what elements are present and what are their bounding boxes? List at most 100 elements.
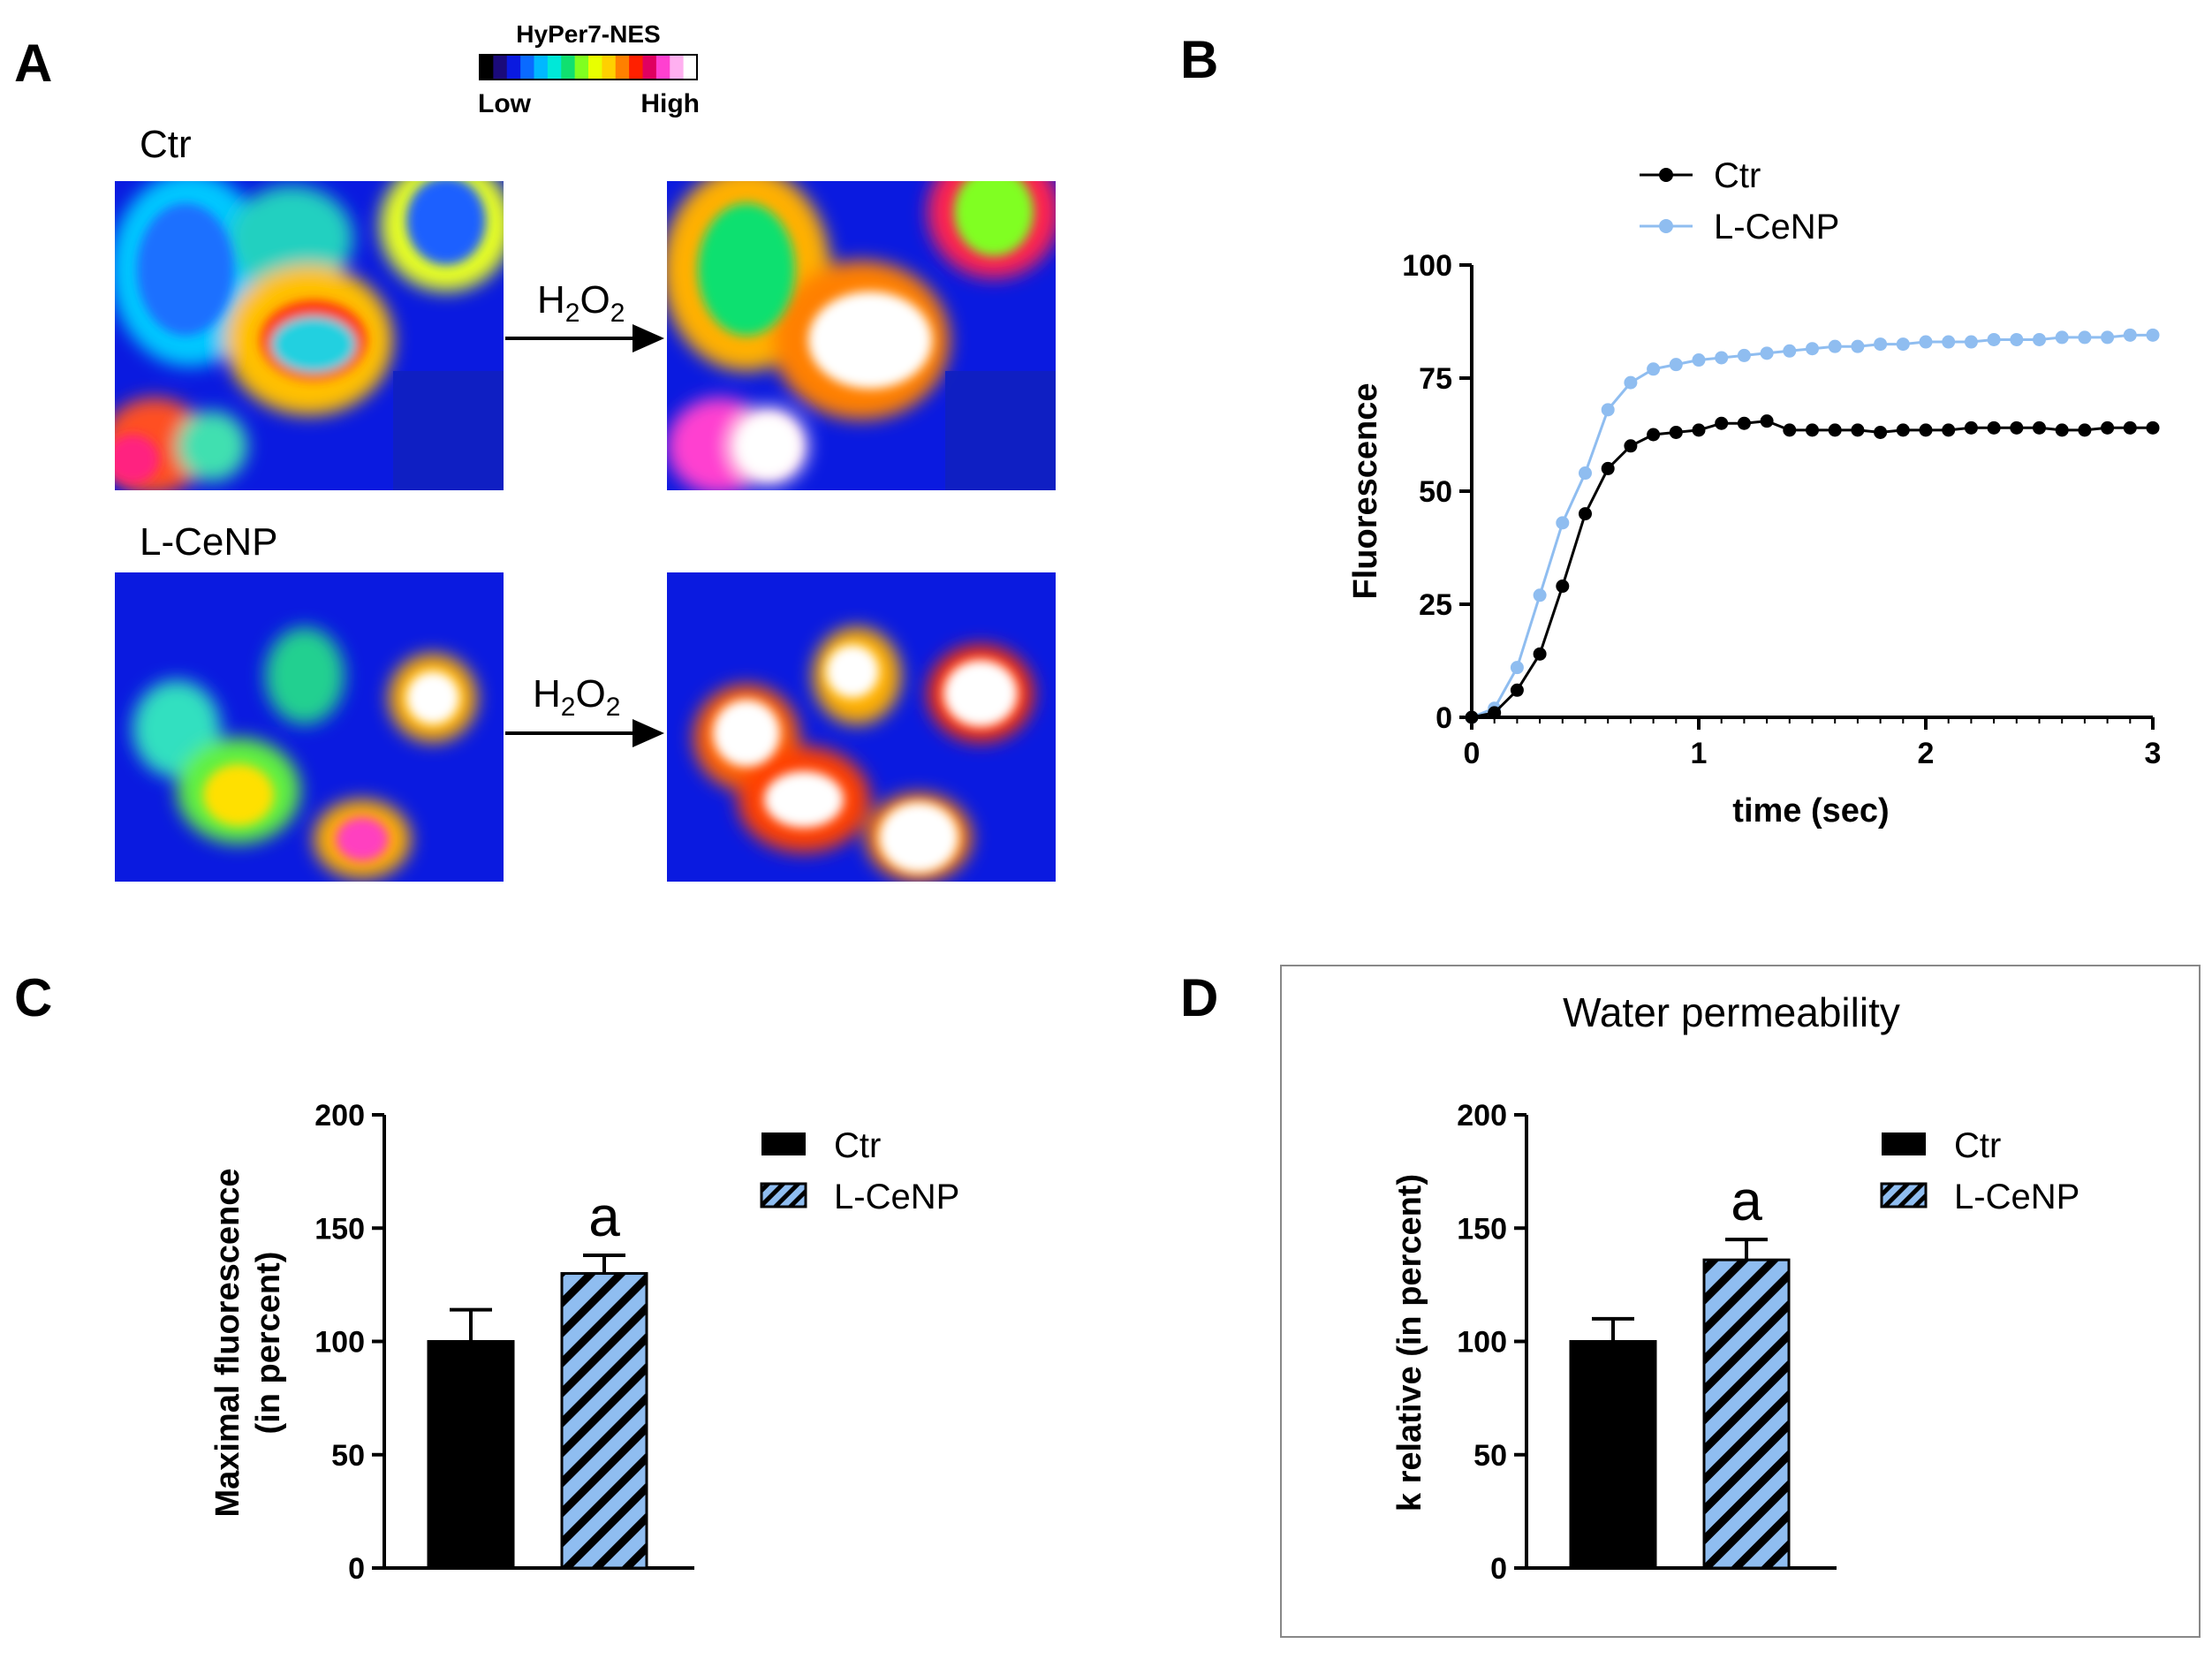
data-point-l-cenp [1601,403,1615,417]
legend-d-l-cenp-swatch [1880,1182,1928,1208]
data-point-l-cenp [1919,335,1933,349]
y-tick-label-d: 100 [1457,1326,1507,1360]
h2o2-label-l-cenp: H2O2 [533,672,620,722]
legend-b-l-cenp-marker [1659,219,1673,233]
y-tick-label-d: 200 [1457,1099,1507,1133]
y-tick-label-c: 150 [314,1212,365,1246]
data-point-ctr [1964,420,1978,435]
data-point-ctr [1874,425,1888,439]
x-tick-label-b: 1 [1691,737,1708,770]
series-line-l-cenp [1471,333,2153,719]
y-tick-label-b: 100 [1402,249,1452,283]
data-point-ctr [2146,420,2160,435]
y-tick-label-b: 0 [1436,701,1452,735]
data-point-ctr [1510,683,1524,697]
legend-c-l-cenp-label: L-CeNP [834,1178,959,1216]
colorbar-cell [520,55,534,80]
data-point-l-cenp [1579,466,1592,481]
legend-b-ctr-label: Ctr [1714,156,1761,195]
panel-label-a: A [14,34,52,93]
data-point-l-cenp [1715,351,1729,365]
x-tick-label-b: 2 [1918,737,1935,770]
colorbar-cell [493,55,508,80]
y-axis-label-c-line2: (in percent) [250,1252,287,1435]
y-axis-label-d: k relative (in percent) [1391,1174,1428,1511]
panel-label-c: C [14,968,52,1027]
legend-b-l-cenp-label: L-CeNP [1714,208,1839,246]
data-point-l-cenp [1533,588,1547,602]
significance-label-d: a [1731,1169,1762,1232]
data-point-ctr [1465,710,1479,724]
colorbar-cell [588,55,602,80]
data-point-ctr [1896,423,1910,437]
colorbar-cell [642,55,657,80]
data-point-l-cenp [1737,348,1751,362]
panel-label-b: B [1180,30,1218,89]
panel-b-line-chart: Ctr L-CeNP 0 25 50 75 100 0 1 2 3 time (sec) Fl… [1347,156,2161,830]
legend-b-ctr-marker [1659,168,1673,182]
legend-d-ctr-swatch [1882,1133,1926,1155]
y-tick-label-b: 75 [1419,362,1452,396]
colorbar-cell [574,55,589,80]
data-point-ctr [1692,423,1706,437]
y-tick-label-b: 25 [1419,588,1452,622]
significance-label-c: a [588,1185,620,1248]
h2o2-label-ctr: H2O2 [537,278,625,328]
data-point-l-cenp [1851,339,1865,353]
data-point-ctr [1715,416,1729,430]
data-point-l-cenp [1556,516,1570,530]
data-point-ctr [1556,580,1570,594]
y-axis-label-b: Fluorescence [1347,383,1384,600]
colorbar-cell [506,55,521,80]
series-line-ctr [1471,420,2153,719]
colorbar-title: HyPer7-NES [516,20,660,48]
data-point-ctr [1919,423,1933,437]
legend-d-ctr-label: Ctr [1954,1126,2001,1165]
microscopy-image-l-cenp-before [115,572,504,882]
colorbar [480,55,698,80]
data-point-l-cenp [2055,330,2069,345]
data-point-l-cenp [1692,353,1706,367]
data-point-l-cenp [1647,362,1661,376]
panel-c-bar-chart: 0 50 100 150 200 a Maximal fluorescence (in … [209,1099,959,1586]
legend-d: Ctr L-CeNP [1880,1126,2079,1216]
colorbar-cell [670,55,685,80]
colorbar-cell [534,55,549,80]
data-point-l-cenp [1964,335,1978,349]
data-point-l-cenp [1806,342,1819,356]
panel-d-frame [1280,965,2201,1638]
data-point-l-cenp [1510,661,1524,675]
panel-d-title: Water permeability [1563,989,1900,1035]
legend-d-l-cenp-label: L-CeNP [1954,1178,2079,1216]
legend-b: Ctr L-CeNP [1640,156,1839,246]
data-point-ctr [1987,420,2001,435]
y-tick-label-d: 0 [1490,1552,1507,1586]
data-point-l-cenp [2101,330,2115,345]
panel-a: HyPer7-NES Low High Ctr L-CeNP [115,20,1056,882]
data-point-ctr [1647,428,1661,442]
condition-label-ctr: Ctr [140,123,192,166]
legend-c-ctr-swatch [761,1133,806,1155]
data-point-ctr [2078,423,2092,437]
panel-d-bar-chart: Water permeability 0 50 100 150 200 a k rela… [1280,965,2201,1638]
data-point-l-cenp [1896,337,1910,352]
y-tick-label-d: 50 [1473,1439,1507,1473]
colorbar-low-label: Low [478,89,532,118]
colorbar-cell [629,55,643,80]
x-axis-label-b: time (sec) [1732,792,1889,830]
y-tick-label-c: 50 [331,1439,365,1473]
data-point-ctr [1624,439,1638,453]
data-point-ctr [2033,420,2046,435]
data-point-ctr [1579,507,1592,521]
data-point-l-cenp [1760,346,1774,360]
data-point-ctr [1783,423,1797,437]
data-point-l-cenp [2123,328,2137,342]
data-point-l-cenp [1987,332,2001,346]
data-point-ctr [1669,425,1683,439]
data-point-l-cenp [1783,344,1797,358]
data-point-l-cenp [1828,339,1842,353]
data-point-ctr [2010,420,2024,435]
x-tick-label-b: 0 [1464,737,1481,770]
colorbar-cell [655,55,670,80]
